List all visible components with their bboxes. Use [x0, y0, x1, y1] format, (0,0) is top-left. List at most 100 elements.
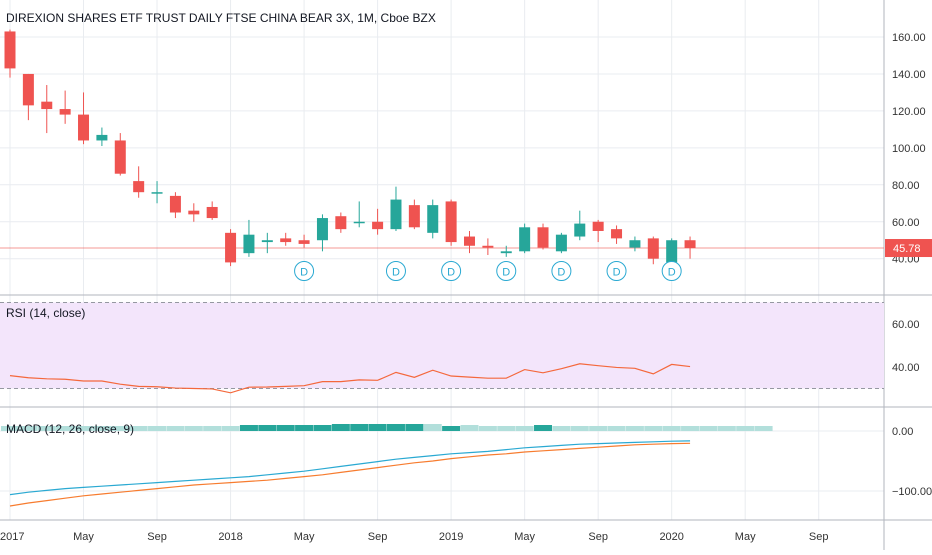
- macd-histogram-bar: [111, 426, 130, 431]
- macd-tick-label: 0.00: [892, 426, 913, 438]
- dividend-marker-label: D: [300, 267, 308, 279]
- macd-histogram-bar: [662, 426, 681, 431]
- time-tick-label: Sep: [147, 531, 167, 543]
- candle-body[interactable]: [574, 223, 586, 237]
- candle-body[interactable]: [41, 101, 53, 110]
- candle-body[interactable]: [335, 216, 347, 230]
- macd-histogram-bar: [386, 424, 405, 431]
- macd-histogram-bar: [717, 426, 736, 431]
- macd-histogram-bar: [442, 426, 461, 431]
- price-tick-label: 60.00: [892, 217, 920, 229]
- candle-body[interactable]: [96, 134, 108, 141]
- candle-body[interactable]: [482, 245, 494, 248]
- price-tick-label: 140.00: [892, 69, 926, 81]
- candle-body[interactable]: [684, 240, 696, 249]
- candle-body[interactable]: [629, 240, 641, 248]
- candle-body[interactable]: [353, 221, 365, 224]
- rsi-line[interactable]: [9, 363, 691, 394]
- price-tick-label: 120.00: [892, 106, 926, 118]
- candle-body[interactable]: [114, 140, 126, 174]
- macd-histogram-bar: [276, 425, 295, 431]
- symbol-title: DIREXION SHARES ETF TRUST DAILY FTSE CHI…: [6, 11, 436, 25]
- candle-body[interactable]: [445, 201, 457, 243]
- rsi-tick-label: 40.00: [892, 362, 920, 374]
- signal-line[interactable]: [9, 442, 691, 507]
- macd-histogram-bar: [754, 426, 773, 431]
- macd-line[interactable]: [9, 440, 691, 496]
- macd-histogram-bar: [129, 426, 148, 431]
- rsi-label: RSI (14, close): [6, 306, 85, 320]
- candle-body[interactable]: [555, 234, 567, 252]
- candle-body[interactable]: [243, 234, 255, 254]
- price-tick-label: 100.00: [892, 143, 926, 155]
- macd-histogram-bar: [37, 426, 56, 431]
- candle-body[interactable]: [427, 205, 439, 233]
- candle-body[interactable]: [537, 227, 549, 248]
- candle-body[interactable]: [78, 114, 90, 141]
- macd-histogram-bar: [331, 424, 350, 431]
- dividend-marker-label: D: [447, 267, 455, 279]
- macd-pane[interactable]: [1, 424, 773, 507]
- dividend-marker[interactable]: [606, 261, 627, 281]
- macd-histogram-bar: [258, 425, 277, 431]
- candle-body[interactable]: [666, 240, 678, 263]
- candle-body[interactable]: [4, 31, 16, 69]
- dividend-marker-label: D: [613, 267, 621, 279]
- macd-histogram-bar: [478, 426, 497, 431]
- dividend-marker[interactable]: [441, 261, 462, 281]
- macd-histogram-bar: [736, 426, 755, 431]
- macd-histogram-bar: [515, 426, 534, 431]
- candle-body[interactable]: [280, 238, 292, 243]
- candle-body[interactable]: [59, 109, 71, 115]
- macd-histogram-bar: [552, 426, 571, 431]
- macd-histogram-bar: [1, 426, 19, 431]
- time-tick-label: May: [514, 531, 535, 543]
- candle-body[interactable]: [133, 181, 145, 193]
- dividend-marker-label: D: [392, 267, 400, 279]
- time-tick-label: 2019: [439, 531, 463, 543]
- macd-histogram-bar: [239, 425, 258, 431]
- last-price-badge: [885, 239, 932, 258]
- macd-histogram-bar: [203, 426, 222, 431]
- candle-body[interactable]: [464, 236, 475, 246]
- dividend-marker[interactable]: [496, 261, 517, 281]
- macd-histogram-bar: [405, 424, 424, 431]
- candle-body[interactable]: [390, 199, 402, 230]
- candle-body[interactable]: [206, 206, 218, 219]
- price-tick-label: 160.00: [892, 32, 926, 44]
- candle-body[interactable]: [647, 238, 659, 259]
- dividend-marker[interactable]: [294, 261, 315, 281]
- macd-histogram-bar: [570, 426, 589, 431]
- candle-body[interactable]: [592, 221, 604, 231]
- candle-body[interactable]: [372, 221, 384, 230]
- candle-body[interactable]: [22, 73, 34, 106]
- macd-histogram-bar: [423, 424, 442, 431]
- candle-body[interactable]: [500, 251, 512, 254]
- dividend-marker[interactable]: [661, 261, 682, 281]
- last-price-label: 45.78: [893, 243, 921, 255]
- macd-histogram-bar: [56, 426, 75, 431]
- candle-body[interactable]: [611, 229, 623, 239]
- rsi-pane[interactable]: [0, 302, 884, 394]
- macd-histogram-bar: [313, 425, 332, 431]
- candle-body[interactable]: [298, 240, 310, 244]
- macd-histogram-bar: [699, 426, 718, 431]
- candle-body[interactable]: [408, 205, 420, 228]
- macd-histogram-bar: [74, 426, 93, 431]
- candle-body[interactable]: [151, 192, 163, 194]
- dividend-marker[interactable]: [551, 261, 572, 281]
- macd-histogram-bar: [295, 425, 314, 431]
- time-tick-label: May: [73, 531, 94, 543]
- candle-body[interactable]: [225, 232, 237, 263]
- candle-body[interactable]: [316, 218, 328, 241]
- macd-histogram-bar: [184, 426, 203, 431]
- candle-body[interactable]: [169, 195, 181, 213]
- candle-body[interactable]: [188, 210, 200, 215]
- candle-body[interactable]: [261, 240, 273, 243]
- dividend-marker[interactable]: [385, 261, 406, 281]
- candle-body[interactable]: [519, 227, 531, 252]
